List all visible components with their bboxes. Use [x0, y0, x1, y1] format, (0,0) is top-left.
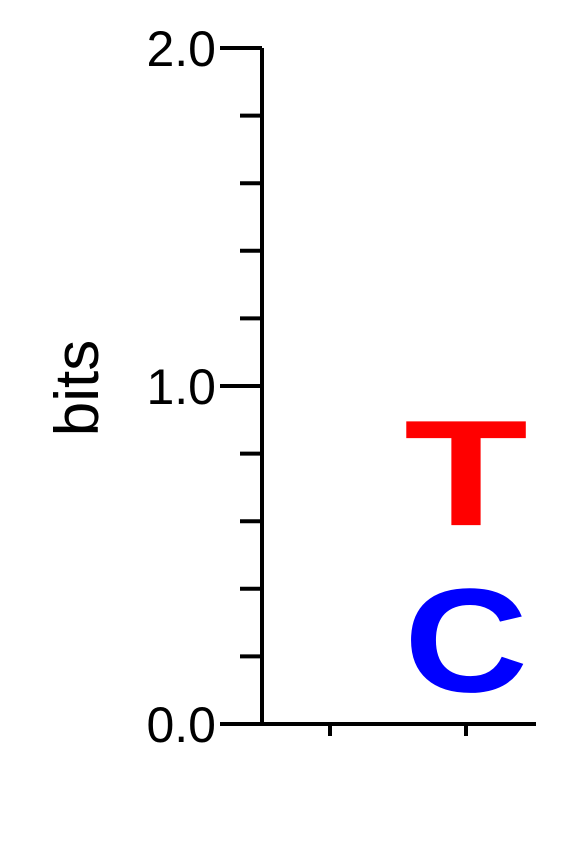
y-tick-label: 0.0: [146, 697, 216, 753]
logo-letter-c: C: [404, 558, 528, 723]
x-axis: [260, 722, 536, 736]
y-axis: 0.0 1.0 2.0: [146, 21, 264, 753]
y-tick-label: 1.0: [146, 359, 216, 415]
logo-letter-t: T: [404, 388, 528, 557]
letter-stacks: CT: [404, 388, 528, 722]
y-tick-label: 2.0: [146, 21, 216, 77]
y-axis-title: bits: [43, 340, 112, 436]
